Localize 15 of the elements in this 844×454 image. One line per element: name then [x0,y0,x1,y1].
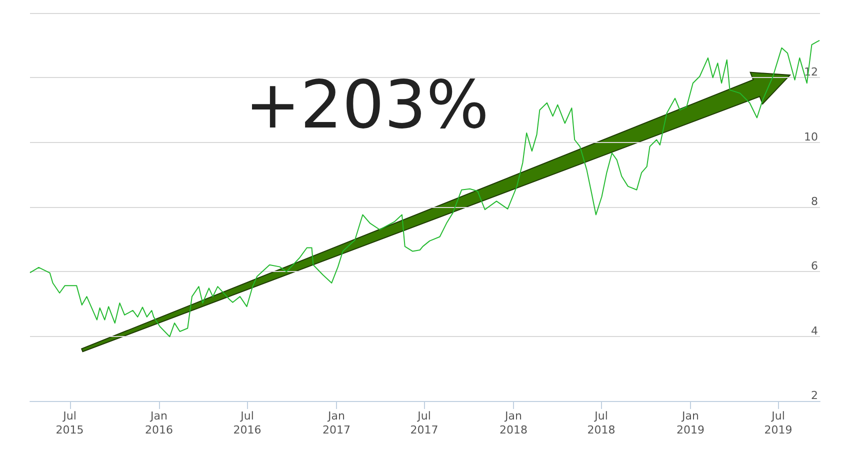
x-tick-label: Jan 2017 [322,410,350,436]
x-tick-label: Jul 2015 [56,410,84,436]
x-tick-label: Jul 2017 [410,410,438,436]
x-tick-label: Jul 2018 [587,410,616,436]
x-tick-label: Jan 2016 [145,410,173,436]
x-tick-label: Jan 2019 [676,410,705,436]
annotation: +203% [245,66,489,144]
y-tick-label: 8 [811,195,818,208]
y-tick-label: 2 [811,389,818,402]
x-tick-label: Jul 2019 [764,410,792,436]
y-tick-label: 4 [811,324,818,338]
y-tick-label: 6 [811,260,818,273]
x-tick-label: Jan 2018 [500,410,528,436]
y-tick-label: 10 [804,130,818,144]
x-tick-label: Jul 2016 [233,410,262,436]
